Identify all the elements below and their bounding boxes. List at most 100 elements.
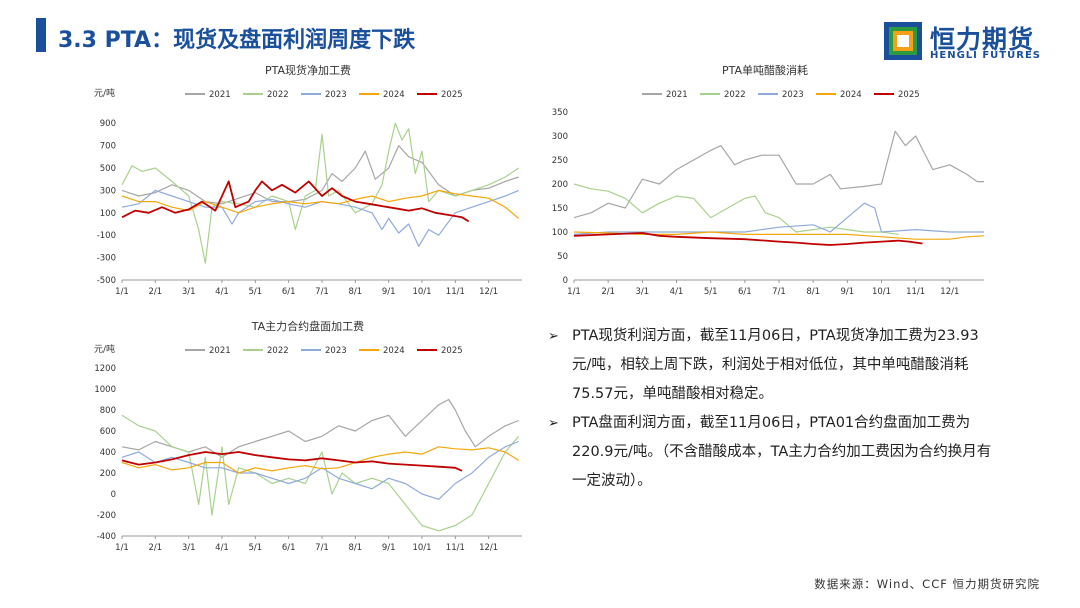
- x-tick-label: 11/1: [446, 543, 465, 553]
- series-line-2021: [121, 144, 519, 205]
- bullet-futures-profit: ➢ PTA盘面利润方面，截至11月06日，PTA01合约盘面加工费为220.9元…: [548, 409, 998, 496]
- x-tick-label: 5/1: [704, 287, 718, 297]
- data-source-note: 数据来源：Wind、CCF 恒力期货研究院: [814, 577, 1040, 591]
- bullet-arrow-icon: ➢: [548, 329, 559, 344]
- x-tick-label: 10/1: [412, 543, 431, 553]
- x-tick-label: 9/1: [382, 543, 396, 553]
- x-tick-label: 7/1: [772, 287, 786, 297]
- y-tick-label: 100: [100, 209, 116, 219]
- y-tick-label: 500: [100, 164, 116, 174]
- y-unit-label: 元/吨: [94, 343, 115, 355]
- y-tick-label: 300: [552, 132, 568, 142]
- y-tick-label: 400: [100, 448, 116, 458]
- title-accent-bar: [36, 18, 46, 52]
- legend-label-2022: 2022: [267, 90, 289, 100]
- y-tick-label: 200: [100, 469, 116, 479]
- x-tick-label: 6/1: [738, 287, 752, 297]
- x-tick-label: 1/1: [115, 287, 129, 297]
- x-tick-label: 4/1: [670, 287, 684, 297]
- bullet-text: PTA现货利润方面，截至11月06日，PTA现货净加工费为23.93元/吨，相较…: [572, 328, 979, 402]
- series-line-2025: [121, 451, 463, 472]
- chart-title: PTA单吨醋酸消耗: [722, 63, 808, 77]
- x-tick-label: 2/1: [148, 287, 162, 297]
- y-tick-label: 250: [552, 156, 568, 166]
- y-tick-label: 300: [100, 186, 116, 196]
- y-tick-label: 0: [111, 490, 116, 500]
- x-tick-label: 1/1: [567, 287, 581, 297]
- y-tick-label: 0: [563, 276, 568, 286]
- y-unit-label: 元/吨: [94, 87, 115, 99]
- x-tick-label: 7/1: [315, 543, 329, 553]
- legend-label-2025: 2025: [441, 346, 463, 356]
- y-tick-label: 700: [100, 142, 116, 152]
- x-tick-label: 3/1: [635, 287, 649, 297]
- series-line-2023: [121, 189, 519, 247]
- chart-title: TA主力合约盘面加工费: [251, 319, 364, 333]
- x-tick-label: 6/1: [282, 543, 296, 553]
- x-tick-label: 5/1: [248, 543, 262, 553]
- series-line-2022: [573, 183, 899, 235]
- legend-label-2022: 2022: [267, 346, 289, 356]
- y-tick-label: 50: [557, 252, 568, 262]
- acetic-acid-consumption-chart: PTA单吨醋酸消耗 2021 2022 2023 2024 2025 0 50 100 150 20…: [552, 63, 985, 297]
- y-tick-label: 100: [552, 228, 568, 238]
- x-tick-label: 1/1: [115, 543, 129, 553]
- x-tick-label: 12/1: [479, 287, 498, 297]
- series-line-2024: [121, 189, 520, 219]
- x-tick-label: 3/1: [182, 543, 196, 553]
- x-tick-label: 11/1: [906, 287, 925, 297]
- legend-label-2022: 2022: [724, 90, 746, 100]
- y-tick-label: -400: [97, 532, 116, 542]
- series-line-2023: [573, 202, 984, 235]
- bullet-text: PTA盘面利润方面，截至11月06日，PTA01合约盘面加工费为220.9元/吨…: [572, 415, 992, 489]
- page-title: 3.3 PTA：现货及盘面利润周度下跌: [58, 28, 416, 53]
- series-line-2025: [573, 232, 923, 246]
- series-line-2025: [121, 180, 470, 223]
- x-tick-label: 8/1: [806, 287, 820, 297]
- x-tick-label: 2/1: [148, 543, 162, 553]
- legend-label-2023: 2023: [325, 346, 347, 356]
- legend-label-2021: 2021: [209, 90, 231, 100]
- y-tick-label: 350: [552, 108, 568, 118]
- chart-title: PTA现货净加工费: [265, 63, 351, 77]
- x-tick-label: 7/1: [315, 287, 329, 297]
- x-tick-label: 11/1: [446, 287, 465, 297]
- series-line-2021: [121, 398, 519, 458]
- y-tick-label: 150: [552, 204, 568, 214]
- legend-label-2025: 2025: [441, 90, 463, 100]
- y-tick-label: 600: [100, 427, 116, 437]
- x-tick-label: 4/1: [215, 543, 229, 553]
- x-tick-label: 5/1: [248, 287, 262, 297]
- x-tick-label: 10/1: [872, 287, 891, 297]
- y-tick-label: -500: [97, 276, 116, 286]
- y-tick-label: -100: [97, 231, 116, 241]
- company-logo: 恒力期货 HENGLI FUTURES: [884, 20, 1054, 64]
- series-line-2024: [121, 446, 520, 474]
- legend-label-2025: 2025: [898, 90, 920, 100]
- logo-mark-icon: [884, 22, 922, 60]
- x-tick-label: 3/1: [182, 287, 196, 297]
- logo-text-en: HENGLI FUTURES: [930, 50, 1041, 61]
- y-tick-label: 200: [552, 180, 568, 190]
- legend-label-2024: 2024: [383, 90, 405, 100]
- bullet-spot-profit: ➢ PTA现货利润方面，截至11月06日，PTA现货净加工费为23.93元/吨，…: [548, 322, 998, 409]
- y-tick-label: -300: [97, 254, 116, 264]
- analysis-bullets: ➢ PTA现货利润方面，截至11月06日，PTA现货净加工费为23.93元/吨，…: [548, 322, 998, 496]
- legend-label-2023: 2023: [782, 90, 804, 100]
- legend-label-2023: 2023: [325, 90, 347, 100]
- x-tick-label: 8/1: [348, 543, 362, 553]
- legend-label-2024: 2024: [840, 90, 862, 100]
- x-tick-label: 12/1: [940, 287, 959, 297]
- series-line-2023: [121, 440, 519, 500]
- x-tick-label: 9/1: [382, 287, 396, 297]
- legend-label-2024: 2024: [383, 346, 405, 356]
- logo-text-cn: 恒力期货: [930, 25, 1035, 54]
- x-tick-label: 10/1: [412, 287, 431, 297]
- x-tick-label: 8/1: [348, 287, 362, 297]
- x-tick-label: 12/1: [479, 543, 498, 553]
- y-tick-label: 800: [100, 406, 116, 416]
- legend-label-2021: 2021: [209, 346, 231, 356]
- series-line-2021: [573, 130, 984, 219]
